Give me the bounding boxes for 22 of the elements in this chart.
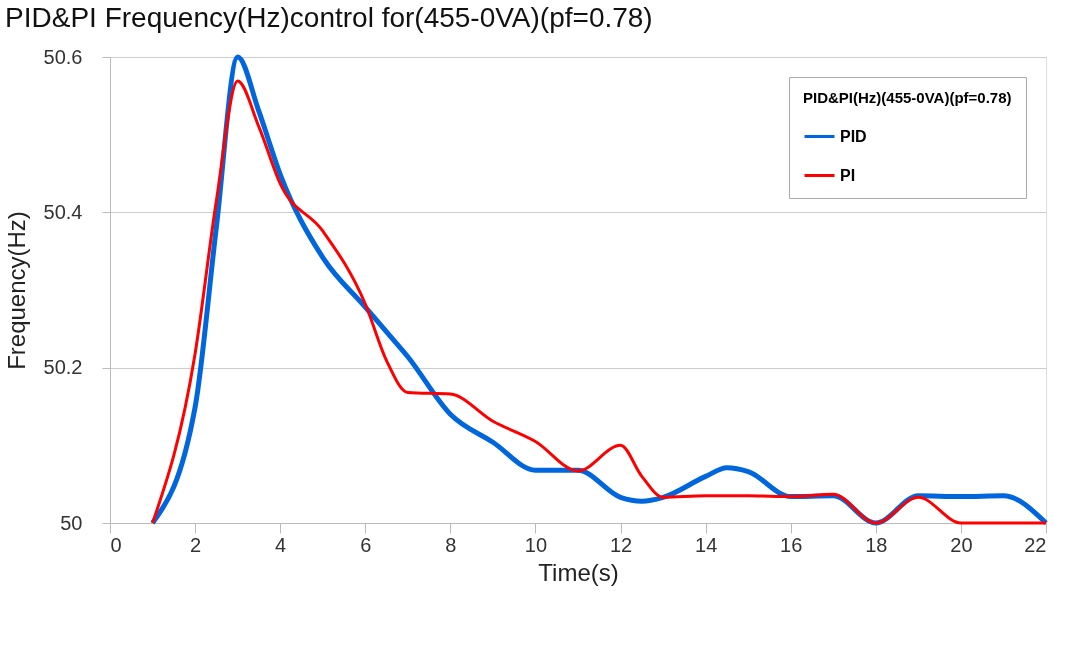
x-tick-label: 18 xyxy=(865,533,888,556)
x-tick-label: 14 xyxy=(695,533,718,556)
chart-title: PID&PI Frequency(Hz)control for(455-0VA)(pf=0.78) xyxy=(5,2,653,33)
x-tick-label: 4 xyxy=(275,533,287,556)
x-tick-label: 0 xyxy=(110,533,122,556)
x-tick-label: 20 xyxy=(950,533,973,556)
y-tick-label: 50.2 xyxy=(43,356,83,379)
y-tick-label: 50.6 xyxy=(43,45,83,68)
x-tick-label: 22 xyxy=(1024,533,1047,556)
legend-title: PID&PI(Hz)(455-0VA)(pf=0.78) xyxy=(803,89,1012,106)
legend-label: PI xyxy=(840,166,856,184)
x-tick-label: 6 xyxy=(360,533,372,556)
x-tick-label: 10 xyxy=(524,533,548,556)
legend-label: PID xyxy=(840,127,867,145)
y-axis-title: Frequency(Hz) xyxy=(2,211,30,370)
x-tick-label: 12 xyxy=(609,533,633,556)
x-axis-title: Time(s) xyxy=(538,558,619,586)
y-tick-label: 50.4 xyxy=(43,200,83,223)
y-tick-label: 50 xyxy=(60,511,83,534)
x-tick-label: 8 xyxy=(445,533,457,556)
x-tick-label: 16 xyxy=(780,533,803,556)
x-tick-label: 2 xyxy=(190,533,202,556)
